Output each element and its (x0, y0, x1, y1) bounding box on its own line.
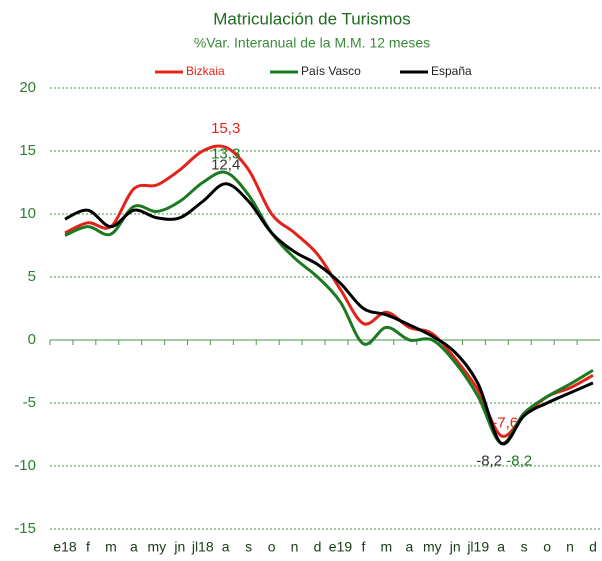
chart-subtitle: %Var. Interanual de la M.M. 12 meses (194, 35, 430, 51)
data-label: -8,2 (506, 452, 532, 469)
x-tick-label: jl19 (466, 539, 489, 555)
y-tick-label: -5 (23, 394, 36, 411)
x-tick-label: a (130, 539, 138, 555)
series-line (64, 144, 594, 438)
y-tick-label: -10 (14, 457, 36, 474)
y-tick-label: 5 (28, 268, 36, 285)
y-tick-label: 0 (28, 331, 36, 348)
y-tick-label: 15 (19, 142, 36, 159)
legend-label: España (431, 64, 472, 78)
x-tick-label: d (314, 539, 322, 555)
y-tick-label: -15 (14, 520, 36, 537)
x-tick-label: f (361, 539, 365, 555)
y-tick-label: 10 (19, 205, 36, 222)
x-tick-label: o (268, 539, 276, 555)
legend-label: Bizkaia (186, 64, 225, 78)
x-tick-label: jn (173, 539, 185, 555)
data-label: -7,6 (492, 415, 518, 432)
x-tick-label: m (381, 539, 393, 555)
series-line (64, 182, 594, 446)
x-tick-label: f (86, 539, 90, 555)
y-tick-label: 20 (19, 79, 36, 96)
data-label: 15,3 (211, 120, 240, 137)
x-tick-label: n (566, 539, 574, 555)
x-tick-label: my (147, 539, 166, 555)
data-label: -8,2 (476, 452, 502, 469)
x-tick-label: s (245, 539, 252, 555)
x-tick-label: m (105, 539, 117, 555)
x-tick-label: e19 (329, 539, 353, 555)
x-tick-label: n (291, 539, 299, 555)
data-label: 13,3 (211, 145, 240, 162)
chart-title: Matriculación de Turismos (213, 9, 410, 28)
x-tick-label: a (497, 539, 505, 555)
data-label: 12,4 (211, 157, 240, 174)
x-tick-label: jn (449, 539, 461, 555)
x-tick-label: a (222, 539, 230, 555)
x-tick-label: e18 (53, 539, 77, 555)
x-tick-label: o (543, 539, 551, 555)
legend-label: País Vasco (301, 64, 361, 78)
x-tick-label: jl18 (191, 539, 214, 555)
x-tick-label: s (521, 539, 528, 555)
x-tick-label: a (405, 539, 413, 555)
x-tick-label: d (589, 539, 597, 555)
x-tick-label: my (423, 539, 442, 555)
